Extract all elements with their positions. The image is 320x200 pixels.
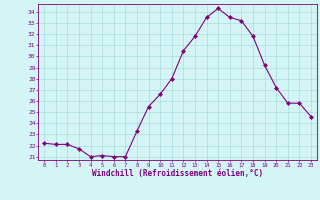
X-axis label: Windchill (Refroidissement éolien,°C): Windchill (Refroidissement éolien,°C) xyxy=(92,169,263,178)
